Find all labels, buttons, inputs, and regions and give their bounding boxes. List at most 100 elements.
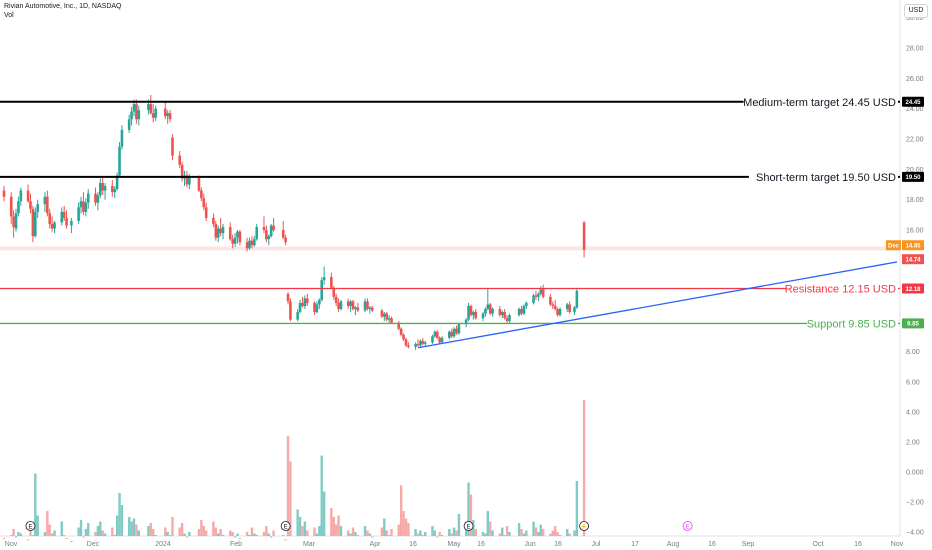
- volume-bar: [301, 526, 304, 536]
- level-badge: [902, 283, 924, 294]
- candle-body: [233, 237, 237, 244]
- candle-body: [399, 328, 403, 335]
- volume-bar: [185, 536, 189, 538]
- volume-bar: [238, 538, 242, 539]
- time-tick-label: 2024: [155, 541, 171, 548]
- candle-body: [79, 201, 83, 208]
- volume-bar: [284, 539, 287, 541]
- volume-bar: [217, 533, 220, 536]
- event-marker[interactable]: [25, 521, 36, 531]
- volume-bar: [539, 524, 542, 536]
- time-tick-label: 16: [477, 541, 485, 548]
- volume-bar: [164, 527, 167, 536]
- volume-bar: [315, 533, 319, 536]
- event-marker[interactable]: [682, 521, 693, 531]
- volume-bar: [363, 526, 367, 536]
- volume-bar: [532, 521, 535, 536]
- candle-body: [539, 289, 543, 294]
- candle-body: [390, 318, 393, 323]
- volume-bar: [272, 530, 275, 536]
- candle-body: [322, 277, 326, 281]
- candle-body: [43, 196, 47, 205]
- volume-bar: [202, 526, 205, 536]
- time-tick-label: Jul: [592, 541, 601, 548]
- candle-body: [216, 228, 220, 238]
- candle-body: [320, 280, 324, 300]
- candle-body: [36, 204, 39, 212]
- candle-body: [70, 220, 73, 226]
- volume-bar: [332, 517, 335, 536]
- volume-bar: [87, 523, 90, 536]
- volume-bar: [84, 529, 88, 536]
- candle-body: [26, 190, 30, 202]
- candle-body: [2, 190, 6, 197]
- candle-body: [440, 337, 444, 343]
- price-tick-label: 30.00: [906, 15, 924, 22]
- volume-tick-label: 6.00: [906, 380, 920, 387]
- volume-bar: [298, 517, 302, 536]
- candle-body: [296, 312, 299, 320]
- candle-body: [200, 190, 203, 199]
- candle-body: [383, 313, 386, 317]
- candle-body: [334, 296, 338, 303]
- candle-body: [286, 293, 290, 302]
- volume-bar: [558, 535, 562, 536]
- candle-body: [171, 137, 174, 156]
- candle-body: [532, 295, 535, 303]
- candle-body: [464, 319, 468, 325]
- candle-body: [551, 304, 555, 306]
- candle-body: [115, 175, 119, 190]
- volume-bar: [17, 532, 20, 536]
- volume-bar: [62, 535, 66, 536]
- volume-bar: [549, 533, 552, 536]
- volume-tick-label: 4.00: [906, 410, 920, 417]
- candle-body: [313, 302, 316, 313]
- volume-bar: [183, 533, 186, 536]
- volume-bar: [440, 535, 444, 536]
- candle-body: [103, 186, 107, 191]
- candle-body: [368, 307, 372, 309]
- volume-bar: [50, 533, 54, 536]
- volume-bar: [322, 491, 326, 536]
- time-tick-label: Oct: [813, 541, 824, 548]
- candle-body: [455, 328, 458, 334]
- candle-body: [231, 239, 234, 244]
- candle-body: [281, 230, 285, 238]
- candle-body: [421, 340, 425, 344]
- event-marker-glyph: E: [28, 525, 32, 531]
- event-marker[interactable]: [280, 521, 291, 531]
- candle-body: [289, 301, 292, 320]
- candle-body: [303, 298, 307, 306]
- candle-body: [202, 198, 206, 208]
- volume-bar: [431, 526, 434, 536]
- candle-body: [84, 202, 88, 212]
- volume-bar: [424, 532, 427, 536]
- candle-body: [238, 231, 242, 243]
- event-marker[interactable]: [579, 521, 589, 531]
- currency-button[interactable]: USD: [904, 4, 928, 18]
- volume-bar: [534, 527, 538, 536]
- volume-bar: [2, 538, 6, 539]
- volume-bar: [573, 530, 576, 536]
- volume-bar: [303, 521, 307, 536]
- time-tick-label: Mar: [303, 541, 316, 548]
- level-label-bg: [786, 281, 898, 295]
- time-tick-label: Aug: [667, 541, 680, 548]
- event-marker[interactable]: [463, 521, 474, 531]
- candle-body: [166, 113, 169, 117]
- event-marker-glyph: E: [467, 525, 471, 531]
- volume-bar: [212, 521, 215, 536]
- candle-body: [12, 216, 15, 228]
- volume-bar: [450, 533, 453, 536]
- candle-body: [525, 302, 528, 306]
- volume-bar: [282, 535, 285, 536]
- candle-body: [472, 312, 475, 316]
- volume-bar: [318, 526, 321, 536]
- volume-bar: [82, 536, 85, 538]
- candle-body: [431, 336, 434, 343]
- volume-bar: [436, 536, 439, 538]
- candle-body: [508, 315, 511, 322]
- time-tick-label: 16: [554, 541, 562, 548]
- candle-body: [180, 164, 184, 179]
